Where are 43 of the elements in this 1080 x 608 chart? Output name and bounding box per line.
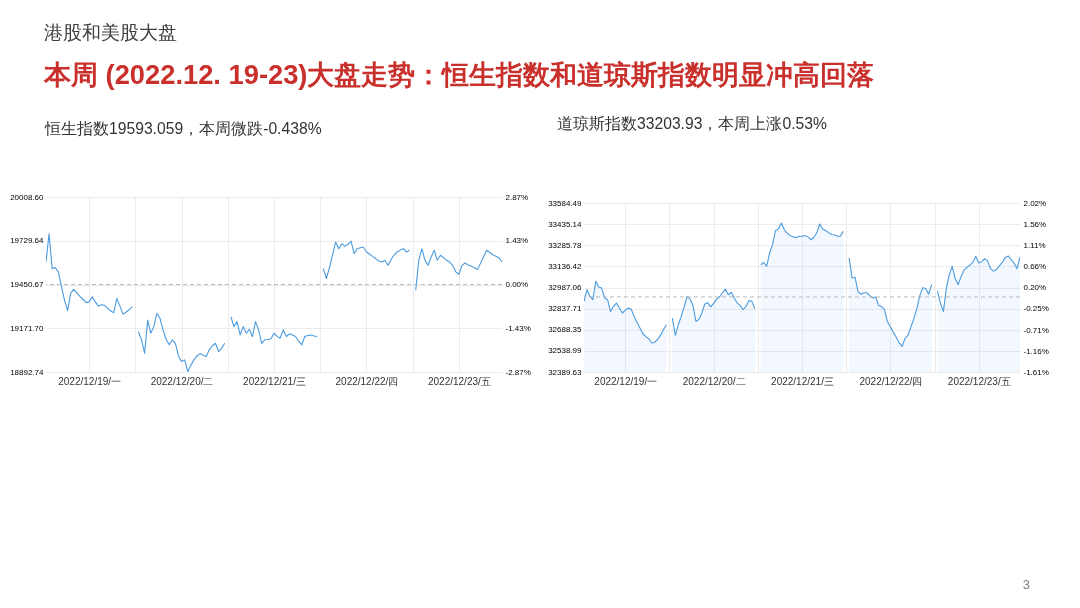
x-tick-label: 2022/12/20/二 <box>150 375 214 387</box>
y2-tick-label: -0.71% <box>1023 325 1049 335</box>
text: 3 <box>1022 577 1030 592</box>
y-tick-label: 33136.42 <box>548 261 583 271</box>
chart-title: 道琼斯指数33203.93，本周上涨0.53% <box>557 115 827 133</box>
y-tick-label: 32987.06 <box>548 283 583 292</box>
y-tick-label: 20008.60 <box>10 192 45 202</box>
x-tick-label: 2022/12/22/四 <box>859 375 923 387</box>
y2-tick-label: 0.00% <box>505 280 529 289</box>
x-tick-label: 2022/12/21/三 <box>243 375 306 387</box>
x-tick-label: 2022/12/19/一 <box>58 375 122 387</box>
x-tick-label: 2022/12/21/三 <box>771 375 834 387</box>
y2-tick-label: -1.43% <box>505 323 531 333</box>
x-tick-label: 2022/12/23/五 <box>947 375 1011 387</box>
text: 本周 (2022.12. 19-23)大盘走势：恒生指数和道琼斯指数明显冲高回落 <box>44 58 875 92</box>
y-tick-label: 32538.99 <box>548 346 583 356</box>
y2-tick-label: -1.61% <box>1023 367 1049 377</box>
y-tick-label: 19171.70 <box>10 323 45 333</box>
y-tick-label: 32688.35 <box>548 325 583 335</box>
y-tick-label: 33435.14 <box>548 219 583 229</box>
chart-title: 恒生指数19593.059，本周微跌-0.438% <box>44 120 322 138</box>
y-tick-label: 18892.74 <box>10 367 45 377</box>
y-tick-label: 33285.78 <box>548 240 583 250</box>
y2-tick-label: 0.66% <box>1023 261 1047 271</box>
y-tick-label: 19450.67 <box>10 280 45 289</box>
y2-tick-label: 1.56% <box>1023 219 1047 229</box>
y2-tick-label: 2.02% <box>1023 198 1047 208</box>
y2-tick-label: 1.11% <box>1023 240 1046 250</box>
y-tick-label: 19729.64 <box>10 236 45 246</box>
x-tick-label: 2022/12/20/二 <box>682 375 746 387</box>
y2-tick-label: 1.43% <box>505 236 529 246</box>
y2-tick-label: -0.25% <box>1023 304 1049 314</box>
y-tick-label: 33584.49 <box>548 198 583 208</box>
y2-tick-label: -1.16% <box>1023 346 1049 356</box>
y2-tick-label: 0.20% <box>1023 283 1047 293</box>
x-tick-label: 2022/12/19/一 <box>594 375 658 387</box>
y-tick-label: 32389.63 <box>548 367 583 377</box>
x-tick-label: 2022/12/22/四 <box>335 375 399 387</box>
x-tick-label: 2022/12/23/五 <box>427 375 491 387</box>
y2-tick-label: 2.87% <box>505 192 529 202</box>
text: 港股和美股大盘 <box>44 21 177 45</box>
y2-tick-label: -2.87% <box>505 367 531 377</box>
y-tick-label: 32837.71 <box>548 304 583 314</box>
